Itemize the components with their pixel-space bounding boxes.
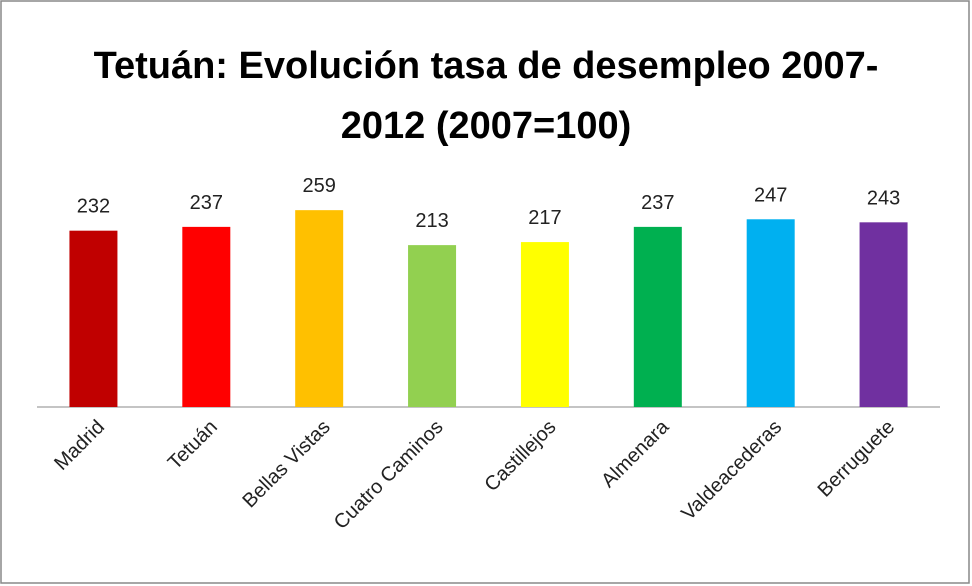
data-label: 213 [415,210,448,232]
data-label: 217 [528,207,561,229]
bar [408,245,457,407]
bar [859,222,908,407]
data-label: 243 [867,187,900,209]
data-label: 237 [641,192,674,214]
data-label: 247 [754,184,787,206]
bar [633,226,682,407]
chart-title: Tetuán: Evolución tasa de desempleo 2007… [93,45,879,147]
bar [182,226,231,407]
bar [69,230,118,407]
data-label: 237 [190,192,223,214]
data-label: 259 [303,175,336,197]
bar [746,219,795,407]
data-label: 232 [77,196,110,218]
bar [520,242,569,407]
bar [295,210,344,407]
